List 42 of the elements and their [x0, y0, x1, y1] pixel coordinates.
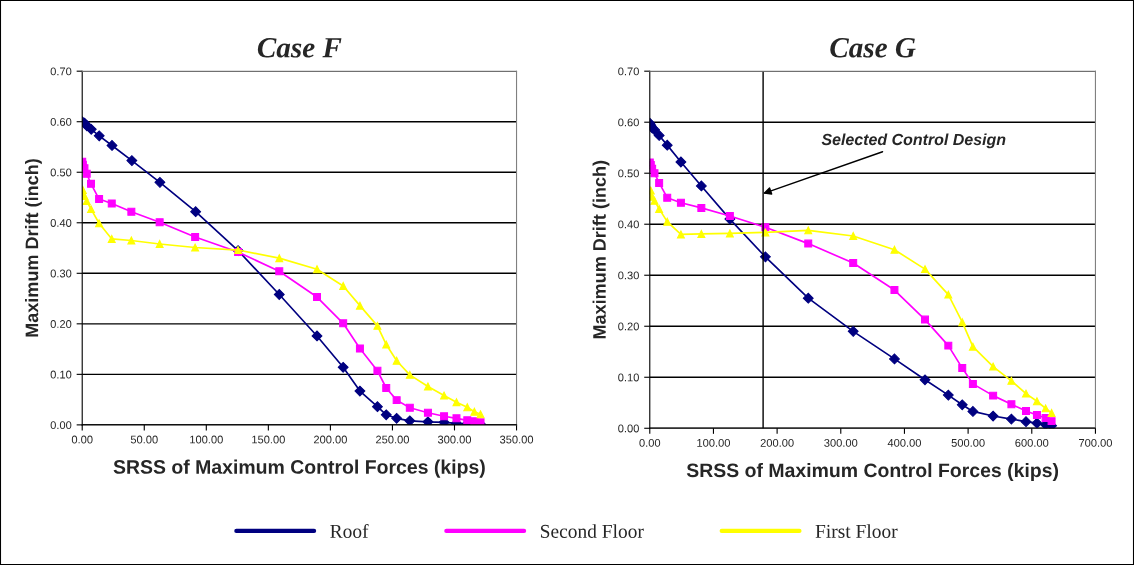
x-tick-label: 400.00 [887, 438, 922, 447]
x-tick-label: 150.00 [252, 435, 285, 444]
y-tick-label: 0.60 [618, 118, 639, 127]
chart-title: Case F [257, 37, 342, 58]
y-tick-label: 0.70 [618, 67, 639, 76]
x-tick-label: 100.00 [697, 438, 731, 447]
y-tick-label: 0.50 [50, 168, 72, 177]
chart-title: Case G [830, 37, 916, 58]
y-tick-label: 0.10 [618, 373, 639, 382]
y-axis-title: Maximum Drift (inch) [592, 160, 610, 339]
y-tick-label: 0.40 [50, 219, 72, 227]
y-tick-label: 0.60 [50, 117, 72, 126]
legend-label: Roof [330, 524, 369, 538]
y-tick-label: 0.70 [50, 67, 72, 76]
y-tick-label: 0.20 [50, 320, 72, 328]
x-tick-label: 200.00 [760, 438, 794, 447]
x-tick-label: 700.00 [1079, 438, 1112, 447]
x-tick-label: 100.00 [190, 435, 223, 444]
x-tick-label: 350.00 [499, 435, 534, 444]
y-tick-label: 0.10 [50, 370, 72, 379]
x-axis-title: SRSS of Maximum Control Forces (kips) [113, 459, 485, 478]
x-tick-label: 200.00 [313, 435, 347, 444]
legend-label: First Floor [815, 524, 898, 538]
x-tick-label: 300.00 [437, 435, 472, 444]
legend-label: Second Floor [540, 524, 644, 538]
y-tick-label: 0.20 [618, 322, 639, 331]
x-tick-label: 500.00 [951, 438, 985, 447]
annotation: Selected Control Design [821, 133, 1006, 149]
y-tick-label: 0.40 [618, 220, 639, 229]
x-tick-label: 600.00 [1015, 438, 1049, 447]
x-tick-label: 0.00 [639, 438, 661, 447]
x-tick-label: 0.00 [71, 435, 93, 444]
x-tick-label: 250.00 [376, 435, 409, 444]
y-tick-label: 0.00 [50, 421, 72, 430]
x-tick-label: 300.00 [824, 438, 858, 447]
x-tick-label: 50.00 [130, 435, 158, 444]
x-axis-title: SRSS of Maximum Control Forces (kips) [686, 462, 1059, 482]
y-tick-label: 0.00 [618, 424, 639, 433]
y-tick-label: 0.50 [618, 169, 639, 178]
y-tick-label: 0.30 [50, 269, 72, 278]
y-tick-label: 0.30 [618, 271, 639, 280]
y-axis-title: Maximum Drift (inch) [25, 159, 42, 337]
